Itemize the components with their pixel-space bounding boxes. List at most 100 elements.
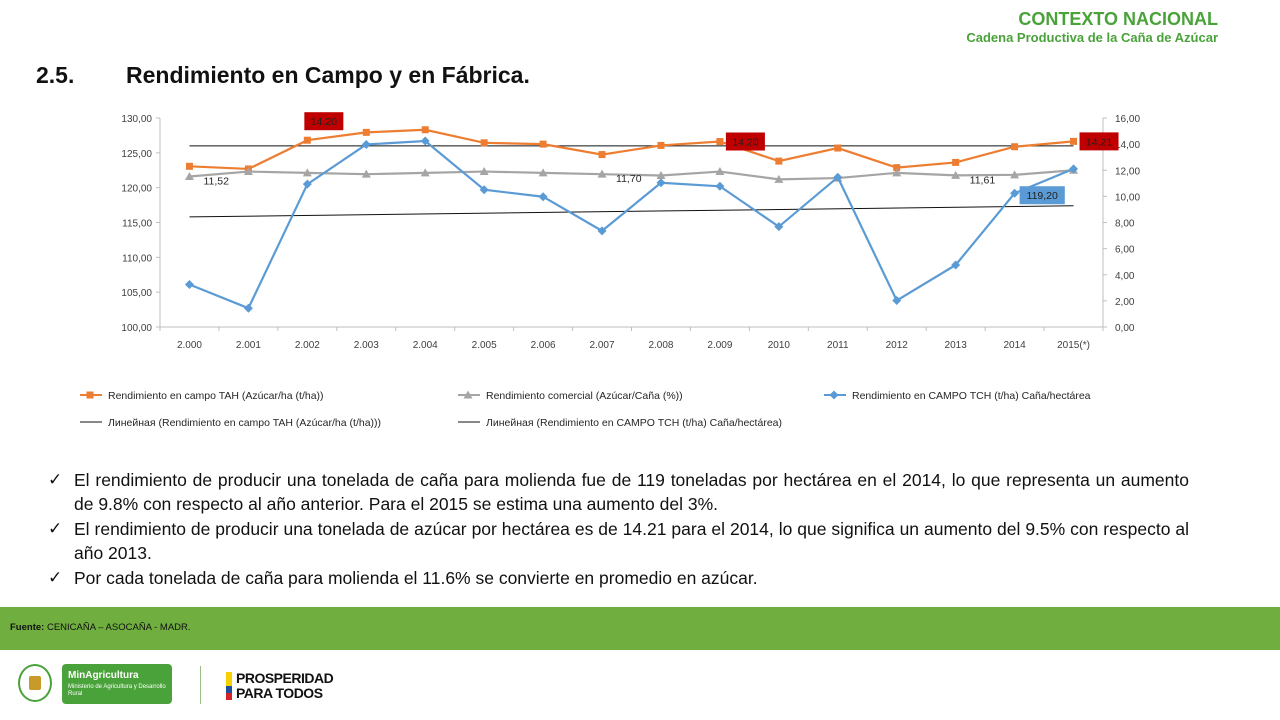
series-marker-diamond [833,172,843,182]
x-tick-label: 2015(*) [1057,340,1090,351]
bullet-item: ✓ El rendimiento de producir una tonelada… [48,468,1189,516]
series-marker-square [421,126,429,134]
right-axis: 0,00 2,00 4,00 6,00 8,00 10,00 12,00 14,00 16,00 [1102,114,1140,334]
footer-band [0,607,1280,650]
x-tick-label: 2.003 [354,340,379,351]
series-marker-square [598,151,606,159]
source-label: Fuente: [10,622,45,633]
data-label-box [304,112,344,131]
prosperidad-line1: PROSPERIDAD [236,670,334,686]
bullet-list: ✓ El rendimiento de producir una tonelada… [48,468,1189,591]
data-label: 11,70 [616,173,642,185]
series-marker-square [480,139,488,147]
bullet-text: El rendimiento de producir una tonelada … [74,470,1189,514]
series-marker-square [362,128,370,136]
series-marker-triangle [715,167,725,176]
source-note: Fuente: CENICAÑA – ASOCAÑA - MADR. [10,622,191,633]
series-marker-square [893,164,901,172]
series-line [189,169,1074,181]
check-icon: ✓ [48,470,63,489]
left-tick-label: 130,00 [121,114,152,125]
data-label-box [725,132,765,151]
series-marker-square [1011,143,1019,151]
series-marker-square [303,136,311,144]
colombia-seal-logo [18,664,52,702]
series-lines [184,126,1079,313]
left-tick-label: 115,00 [122,219,152,230]
x-tick-label: 2.009 [707,340,732,351]
header-section-title: CONTEXTO NACIONAL [1018,9,1218,29]
series-marker-diamond [597,226,607,236]
series-marker-square [775,157,783,165]
page-title-number: 2.5. [36,62,75,88]
bullet-item: ✓ El rendimiento de producir una tonelad… [48,517,1189,565]
x-tick-label: 2013 [945,340,968,351]
data-label-box [1019,186,1065,205]
series-marker-diamond [243,303,253,313]
series-marker-triangle [243,167,253,176]
x-tick-label: 2.008 [648,340,673,351]
flag-icon [226,672,232,700]
chart-legend: Rendimiento en campo TAH (Azúcar/ha (t/h… [80,390,1091,429]
right-tick-label: 14,00 [1115,140,1140,151]
data-label: 11,52 [203,176,229,188]
series-line [189,139,1074,310]
x-tick-label: 2014 [1003,340,1026,351]
series-marker-square [834,144,842,152]
data-label: 14,20 [311,116,337,128]
legend-marker-diamond [829,390,839,400]
series-marker-diamond [361,139,371,149]
left-tick-label: 120,00 [121,184,152,195]
x-tick-label: 2011 [827,340,849,351]
series-marker-diamond [951,260,961,270]
series-marker-square [1070,137,1078,145]
x-tick-label: 2.002 [295,340,320,351]
series-marker-diamond [420,136,430,146]
series-marker-diamond [774,222,784,232]
trendline [189,205,1074,218]
check-icon: ✓ [48,568,63,587]
x-tick-label: 2012 [886,340,909,351]
check-icon: ✓ [48,519,63,538]
prosperidad-line2: PARA TODOS [236,685,323,701]
series-marker-triangle [597,169,607,178]
minagricultura-name: MinAgricultura [68,670,139,681]
series-marker-triangle [302,168,312,177]
data-labels: 14,20 14,20 14,21 11,52 11,70 11,61 119,20 [203,112,1119,205]
x-axis: 2.000 2.001 2.002 2.003 2.004 2.005 2.006 2.007… [159,326,1104,351]
legend-marker-square [86,391,94,399]
page-title-text: Rendimiento en Campo y en Fábrica. [126,62,530,88]
left-tick-label: 105,00 [121,288,152,299]
series-marker-square [539,140,547,148]
page-title: 2.5. Rendimiento en Campo y en Fábrica. [36,62,530,89]
series-marker-diamond [656,178,666,188]
left-tick-label: 125,00 [121,149,152,160]
data-label: 14,20 [732,137,758,149]
trendlines [189,145,1074,218]
left-tick-label: 110,00 [122,253,152,264]
series-marker-diamond [1010,188,1020,198]
minagricultura-subtitle: Ministerio de Agricultura y Desarrollo R… [68,684,166,697]
legend-label: Rendimiento en CAMPO TCH (t/ha) Caña/hec… [852,390,1091,402]
series-marker-square [657,141,665,149]
header-block: CONTEXTO NACIONAL Cadena Productiva de l… [966,8,1218,46]
bullet-text: Por cada tonelada de caña para molienda … [74,568,758,588]
series-marker-diamond [302,179,312,189]
right-tick-label: 8,00 [1115,219,1135,230]
series-marker-triangle [656,170,666,179]
series-marker-triangle [538,168,548,177]
data-label-box [1079,132,1119,151]
right-tick-label: 16,00 [1115,114,1140,125]
legend-label: Линейная (Rendimiento en campo TAH (Azúc… [108,417,381,429]
x-tick-label: 2010 [768,340,791,351]
series-marker-diamond [479,185,489,195]
series-marker-diamond [184,280,194,290]
yield-chart: 100,00 105,00 110,00 115,00 120,00 125,00 130,… [80,112,1140,429]
minagricultura-logo: MinAgricultura Ministerio de Agricultura… [62,664,172,704]
series-marker-triangle [361,169,371,178]
bullet-item: ✓ Por cada tonelada de caña para molienda… [48,566,1189,590]
right-tick-label: 2,00 [1115,297,1135,308]
series-marker-triangle [184,172,194,181]
logo-divider [200,666,201,704]
series-marker-triangle [1010,170,1020,179]
